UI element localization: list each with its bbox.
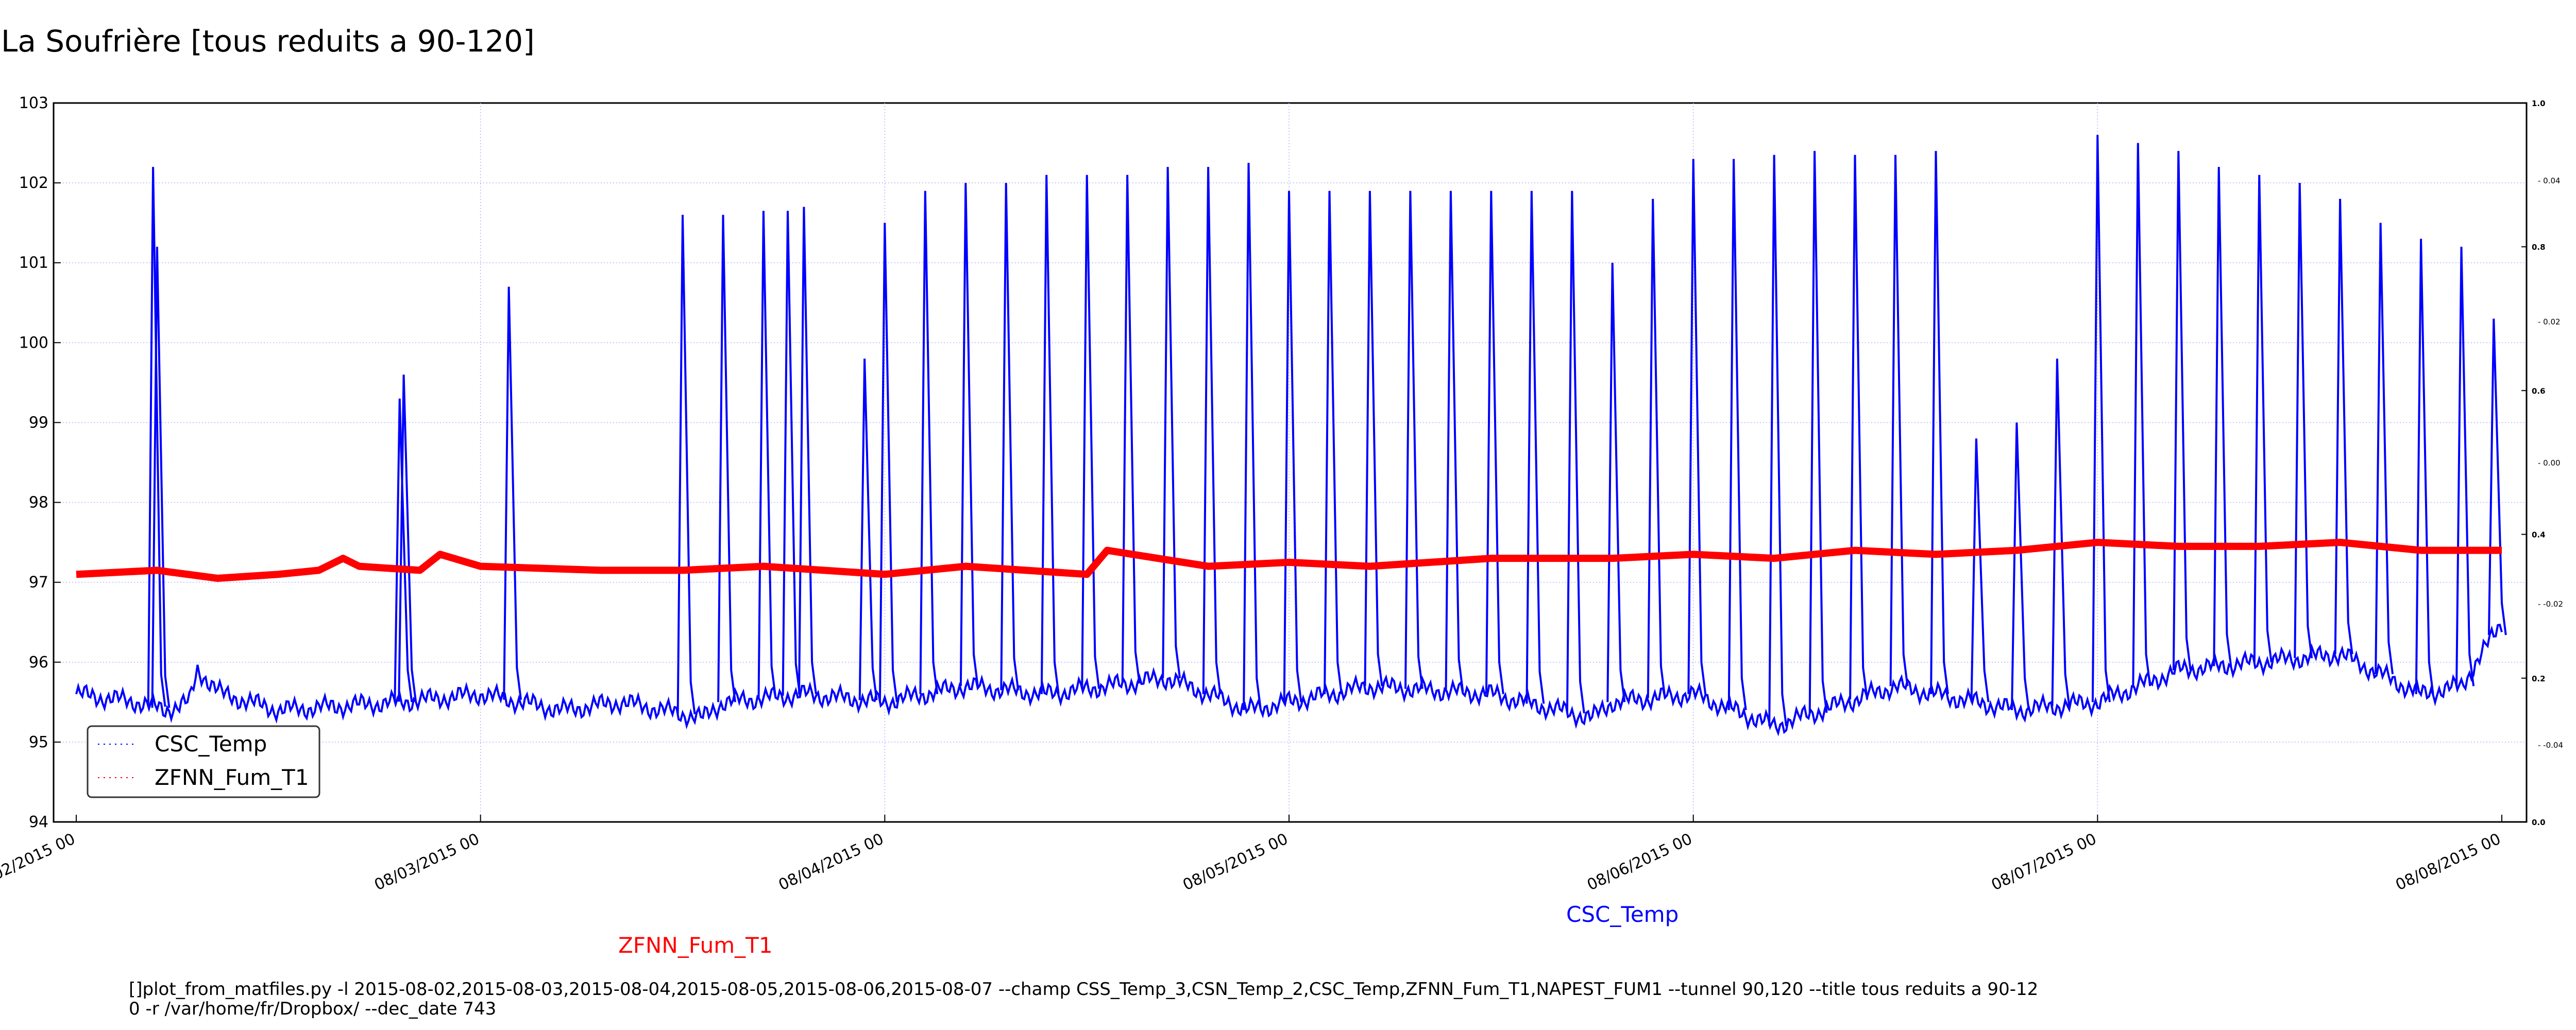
- series-csc-temp-spike: [717, 215, 736, 702]
- y2-inner-tick-label: - 0.00: [2538, 458, 2561, 468]
- series-csc-temp-spike: [2132, 143, 2151, 686]
- series-csc-temp-spike: [1202, 167, 1222, 695]
- series-csc-temp-spike: [2415, 238, 2434, 695]
- y2-tick-label: 0.6: [2532, 386, 2546, 396]
- chart-title: La Soufrière [tous reduits a 90-120]: [1, 24, 535, 59]
- series-csc-temp-spike: [919, 191, 939, 695]
- series-csc-temp-spike: [394, 398, 413, 702]
- y-axis-ticks: 94 95 96 97 98 99 100 101 102 103: [19, 94, 61, 831]
- y-tick-label: 99: [29, 414, 48, 432]
- y-tick-label: 102: [19, 174, 48, 192]
- legend-label-zfnn-fum-t1: ZFNN_Fum_T1: [155, 765, 309, 790]
- series-csc-temp-spike: [959, 183, 979, 686]
- series-csc-temp-spike: [1121, 175, 1141, 684]
- series-csc-temp-spike: [151, 247, 171, 708]
- series-csc-temp-spike: [147, 167, 166, 707]
- series-csc-temp-spike: [1162, 167, 1181, 679]
- series-csc-temp-spike: [2172, 151, 2192, 671]
- y-tick-label: 96: [29, 654, 48, 672]
- x-tick-label: 08/02/2015 00: [0, 830, 78, 895]
- series-csc-temp-spike: [2375, 222, 2394, 675]
- series-csc-temp-spike: [2253, 175, 2273, 663]
- series-csc-temp-spike: [1526, 191, 1545, 704]
- legend: CSC_Temp ZFNN_Fum_T1: [87, 725, 320, 798]
- y2-tick-label: 0.8: [2532, 243, 2546, 252]
- series-csc-temp-spike: [1647, 199, 1666, 698]
- command-line-2: 0 -r /var/home/fr/Dropbox/ --dec_date 74…: [129, 999, 496, 1019]
- y2-inner-tick-label: - -0.04: [2538, 741, 2563, 750]
- y-tick-label: 103: [19, 94, 48, 112]
- series-csc-temp-spike: [1849, 154, 1869, 700]
- series-csc-temp-spike: [2294, 183, 2313, 659]
- x-axis-ticks: 08/02/2015 00 08/03/2015 00 08/04/2015 00 0…: [0, 815, 2503, 894]
- legend-box: [87, 725, 320, 798]
- series-csc-temp-spike: [398, 374, 417, 702]
- x-tick-label: 08/08/2015 00: [2393, 830, 2504, 895]
- series-csc-temp-spike: [1485, 191, 1504, 695]
- series-zfnn-fum-t1: [76, 539, 2502, 582]
- y2-inner-tick-label: - -0.02: [2538, 599, 2563, 609]
- series-csc-temp-spike: [1727, 159, 1747, 711]
- y-tick-label: 95: [29, 733, 48, 751]
- y-tick-label: 94: [29, 813, 48, 831]
- x-tick-label: 08/07/2015 00: [1989, 830, 2099, 895]
- y-tick-label: 98: [29, 494, 48, 512]
- series-csc-temp-spike: [798, 207, 817, 695]
- series-csc-temp-spike: [1606, 263, 1626, 702]
- series-csc-temp-spike: [1040, 175, 1060, 695]
- series-csc-temp-spike: [878, 222, 898, 702]
- series-csc-temp-spike: [1566, 191, 1585, 714]
- label-csc-temp: CSC_Temp: [1566, 902, 1679, 927]
- y-tick-label: 100: [19, 334, 48, 352]
- series-csc-temp-spike: [1081, 175, 1100, 689]
- series-csc-temp-spike: [1243, 163, 1262, 711]
- y2-axis-ticks: 0.0 0.2 0.4 0.6 0.8 1.0 - -0.04 - -0.02 - 0.00 - …: [2521, 99, 2563, 827]
- series-csc-temp-spike: [2213, 167, 2232, 666]
- series-csc-temp-spike: [1687, 159, 1707, 695]
- series: [75, 134, 2507, 736]
- series-csc-temp-spike: [1445, 191, 1464, 692]
- series-csc-temp-spike: [782, 211, 801, 696]
- series-csc-temp-spike: [2051, 358, 2071, 707]
- y2-tick-label: 0.0: [2532, 818, 2546, 827]
- series-csc-temp-spike: [1808, 151, 1828, 713]
- legend-label-csc-temp: CSC_Temp: [155, 731, 267, 757]
- series-csc-temp-spike: [1889, 154, 1909, 686]
- series-csc-temp-spike: [1930, 151, 1949, 695]
- series-csc-temp-baseline: [75, 623, 2503, 736]
- series-csc-temp-spike: [2487, 318, 2507, 636]
- series-csc-temp-spike: [2334, 199, 2353, 655]
- series-csc-temp-spike: [1324, 191, 1343, 695]
- series-csc-temp-spike: [1768, 154, 1788, 727]
- y2-inner-tick-label: - 0.04: [2538, 176, 2561, 185]
- y2-tick-label: 1.0: [2532, 99, 2546, 108]
- series-csc-temp-spike: [676, 215, 696, 714]
- y-tick-label: 97: [29, 574, 48, 592]
- y2-inner-tick-label: - 0.02: [2538, 317, 2561, 327]
- series-csc-temp-spike: [2091, 134, 2111, 702]
- series-csc-temp-spike: [1283, 191, 1302, 702]
- x-tick-label: 08/04/2015 00: [776, 830, 887, 895]
- series-csc-temp-spike: [503, 286, 522, 700]
- command-line-1: []plot_from_matfiles.py -l 2015-08-02,20…: [129, 979, 2038, 1000]
- series-csc-temp-spike: [858, 358, 878, 700]
- y2-tick-label: 0.4: [2532, 530, 2546, 540]
- series-csc-temp-spike: [757, 211, 777, 698]
- series-csc-temp-spike: [1364, 191, 1383, 686]
- y-tick-label: 101: [19, 254, 48, 272]
- x-tick-label: 08/06/2015 00: [1584, 830, 1695, 895]
- x-tick-label: 08/05/2015 00: [1180, 830, 1291, 895]
- label-zfnn-fum-t1: ZFNN_Fum_T1: [618, 933, 773, 958]
- series-csc-temp-spike: [1000, 183, 1020, 691]
- y2-tick-label: 0.2: [2532, 674, 2546, 683]
- series-csc-temp-spike: [1404, 191, 1423, 689]
- x-tick-label: 08/03/2015 00: [371, 830, 482, 895]
- series-csc-temp-spike: [2455, 247, 2475, 686]
